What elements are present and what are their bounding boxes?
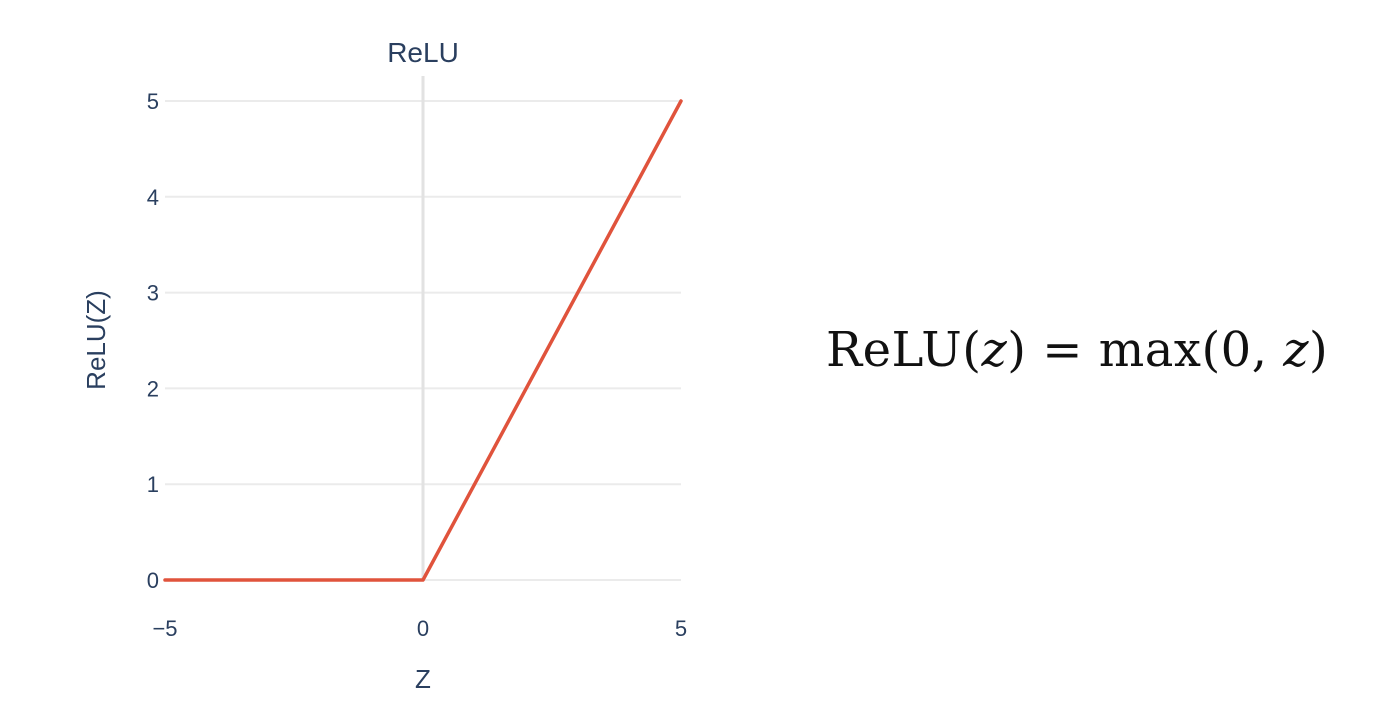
y-axis-title: ReLU(Z) (81, 290, 111, 390)
formula-rhs-var: z (1283, 322, 1310, 378)
formula-lhs-var: z (981, 322, 1008, 378)
y-tick-label: 2 (147, 376, 159, 401)
formula-rhs-func: max (1098, 322, 1202, 378)
relu-series-line (163, 99, 683, 582)
formula-equals: = (1026, 322, 1099, 378)
y-tick-label: 5 (147, 89, 159, 114)
relu-chart: 0 1 2 3 4 5 −5 0 5 ReLU Z ReLU(Z) (81, 37, 687, 694)
grid-layer (165, 76, 681, 581)
formula-lhs-close: ) (1007, 322, 1027, 378)
y-tick-label: 1 (147, 472, 159, 497)
relu-formula: ReLU(z) = max(0, z) (826, 322, 1328, 378)
tick-layer: 0 1 2 3 4 5 −5 0 5 (147, 89, 687, 641)
x-tick-label: −5 (152, 616, 177, 641)
x-tick-label: 0 (417, 616, 429, 641)
formula-rhs-close: ) (1309, 322, 1329, 378)
formula-lhs-open: ( (962, 322, 982, 378)
x-tick-label: 5 (675, 616, 687, 641)
formula-rhs-open: (0, (1201, 322, 1284, 378)
y-tick-label: 3 (147, 281, 159, 306)
y-tick-label: 4 (147, 185, 159, 210)
y-tick-label: 0 (147, 568, 159, 593)
series-layer (163, 99, 683, 582)
formula-lhs-func: ReLU (826, 322, 963, 378)
x-axis-title: Z (415, 664, 431, 694)
chart-title: ReLU (387, 37, 459, 68)
